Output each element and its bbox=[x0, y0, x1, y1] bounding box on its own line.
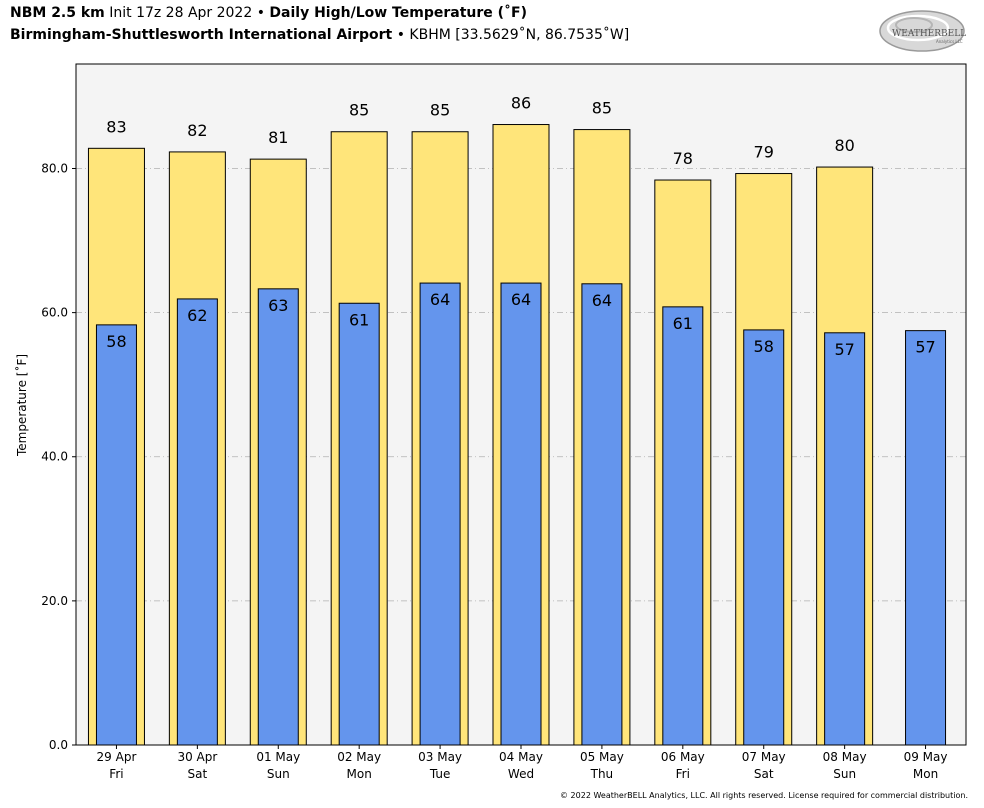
y-tick-label: 40.0 bbox=[41, 450, 68, 464]
low-bar bbox=[581, 283, 623, 746]
y-tick-label: 0.0 bbox=[49, 738, 68, 752]
x-tick-label: 01 May bbox=[256, 750, 300, 764]
x-tick-day-label: Tue bbox=[429, 767, 451, 781]
x-tick-label: 02 May bbox=[337, 750, 381, 764]
low-label: 58 bbox=[754, 337, 774, 356]
x-tick-day-label: Sat bbox=[188, 767, 208, 781]
y-axis: 0.0 20.0 40.0 60.0 80.0 bbox=[41, 161, 76, 752]
x-tick-label: 04 May bbox=[499, 750, 543, 764]
x-tick-label: 03 May bbox=[418, 750, 462, 764]
weatherbell-logo: WEATHERBELL Analytics LLC bbox=[879, 10, 966, 52]
x-tick-day-label: Thu bbox=[590, 767, 614, 781]
x-tick-day-label: Wed bbox=[508, 767, 534, 781]
y-axis-label: Temperature [˚F] bbox=[14, 354, 29, 457]
low-label: 57 bbox=[915, 338, 935, 357]
separator: • bbox=[256, 5, 265, 21]
high-label: 86 bbox=[511, 94, 531, 113]
y-tick-label: 20.0 bbox=[41, 594, 68, 608]
high-label: 85 bbox=[430, 101, 450, 120]
x-tick-label: 07 May bbox=[742, 750, 786, 764]
init-time: Init 17z 28 Apr 2022 bbox=[109, 5, 253, 21]
x-tick-label: 30 Apr bbox=[177, 750, 217, 764]
low-label: 64 bbox=[430, 290, 450, 309]
separator: • bbox=[396, 27, 405, 43]
bars bbox=[87, 124, 947, 746]
high-label: 85 bbox=[349, 101, 369, 120]
title-line-2: Birmingham-Shuttlesworth International A… bbox=[10, 27, 629, 43]
data-labels: 83 58 82 62 81 63 85 61 85 64 86 64 85 64 78 61 79 58 80 57… bbox=[106, 94, 935, 359]
x-tick-label: 06 May bbox=[661, 750, 705, 764]
x-tick-label: 09 May bbox=[904, 750, 948, 764]
y-tick-label: 60.0 bbox=[41, 306, 68, 320]
high-label: 79 bbox=[754, 143, 774, 162]
low-bar bbox=[257, 288, 299, 746]
low-label: 57 bbox=[834, 340, 854, 359]
low-bar bbox=[419, 282, 461, 746]
copyright-footer: © 2022 WeatherBELL Analytics, LLC. All r… bbox=[560, 791, 968, 800]
x-axis: 29 Apr Fri 30 Apr Sat 01 May Sun 02 May Mon 03 M… bbox=[97, 745, 948, 781]
x-tick-day-label: Sat bbox=[754, 767, 774, 781]
low-bar bbox=[743, 329, 785, 746]
high-label: 78 bbox=[673, 149, 693, 168]
logo-text: WEATHERBELL bbox=[892, 29, 966, 39]
low-bar bbox=[338, 302, 380, 746]
high-label: 81 bbox=[268, 128, 288, 147]
low-label: 64 bbox=[511, 290, 531, 309]
station-name: Birmingham-Shuttlesworth International A… bbox=[10, 27, 393, 43]
low-bar bbox=[176, 298, 218, 746]
logo-subtext: Analytics LLC bbox=[936, 39, 963, 44]
x-tick-day-label: Fri bbox=[109, 767, 123, 781]
low-bar bbox=[95, 324, 137, 746]
station-info: KBHM [33.5629˚N, 86.7535˚W] bbox=[409, 27, 630, 43]
low-bar bbox=[662, 306, 704, 746]
x-tick-day-label: Sun bbox=[267, 767, 290, 781]
high-label: 82 bbox=[187, 121, 207, 140]
model-name: NBM 2.5 km bbox=[10, 5, 105, 21]
x-tick-day-label: Mon bbox=[913, 767, 938, 781]
low-label: 64 bbox=[592, 291, 612, 310]
low-label: 63 bbox=[268, 296, 288, 315]
x-tick-day-label: Fri bbox=[676, 767, 690, 781]
y-tick-label: 80.0 bbox=[41, 161, 68, 175]
low-label: 61 bbox=[349, 310, 369, 329]
low-bar bbox=[824, 332, 866, 746]
low-label: 62 bbox=[187, 306, 207, 325]
x-tick-day-label: Mon bbox=[347, 767, 372, 781]
high-label: 85 bbox=[592, 99, 612, 118]
low-bar bbox=[905, 330, 947, 746]
x-tick-label: 08 May bbox=[823, 750, 867, 764]
title-line-1: NBM 2.5 km Init 17z 28 Apr 2022 • Daily … bbox=[10, 5, 527, 21]
low-label: 61 bbox=[673, 314, 693, 333]
high-label: 83 bbox=[106, 117, 126, 136]
x-tick-label: 29 Apr bbox=[97, 750, 137, 764]
high-label: 80 bbox=[834, 136, 854, 155]
low-label: 58 bbox=[106, 332, 126, 351]
x-tick-day-label: Sun bbox=[833, 767, 856, 781]
x-tick-label: 05 May bbox=[580, 750, 624, 764]
product-name: Daily High/Low Temperature (˚F) bbox=[269, 5, 527, 21]
low-bar bbox=[500, 282, 542, 746]
